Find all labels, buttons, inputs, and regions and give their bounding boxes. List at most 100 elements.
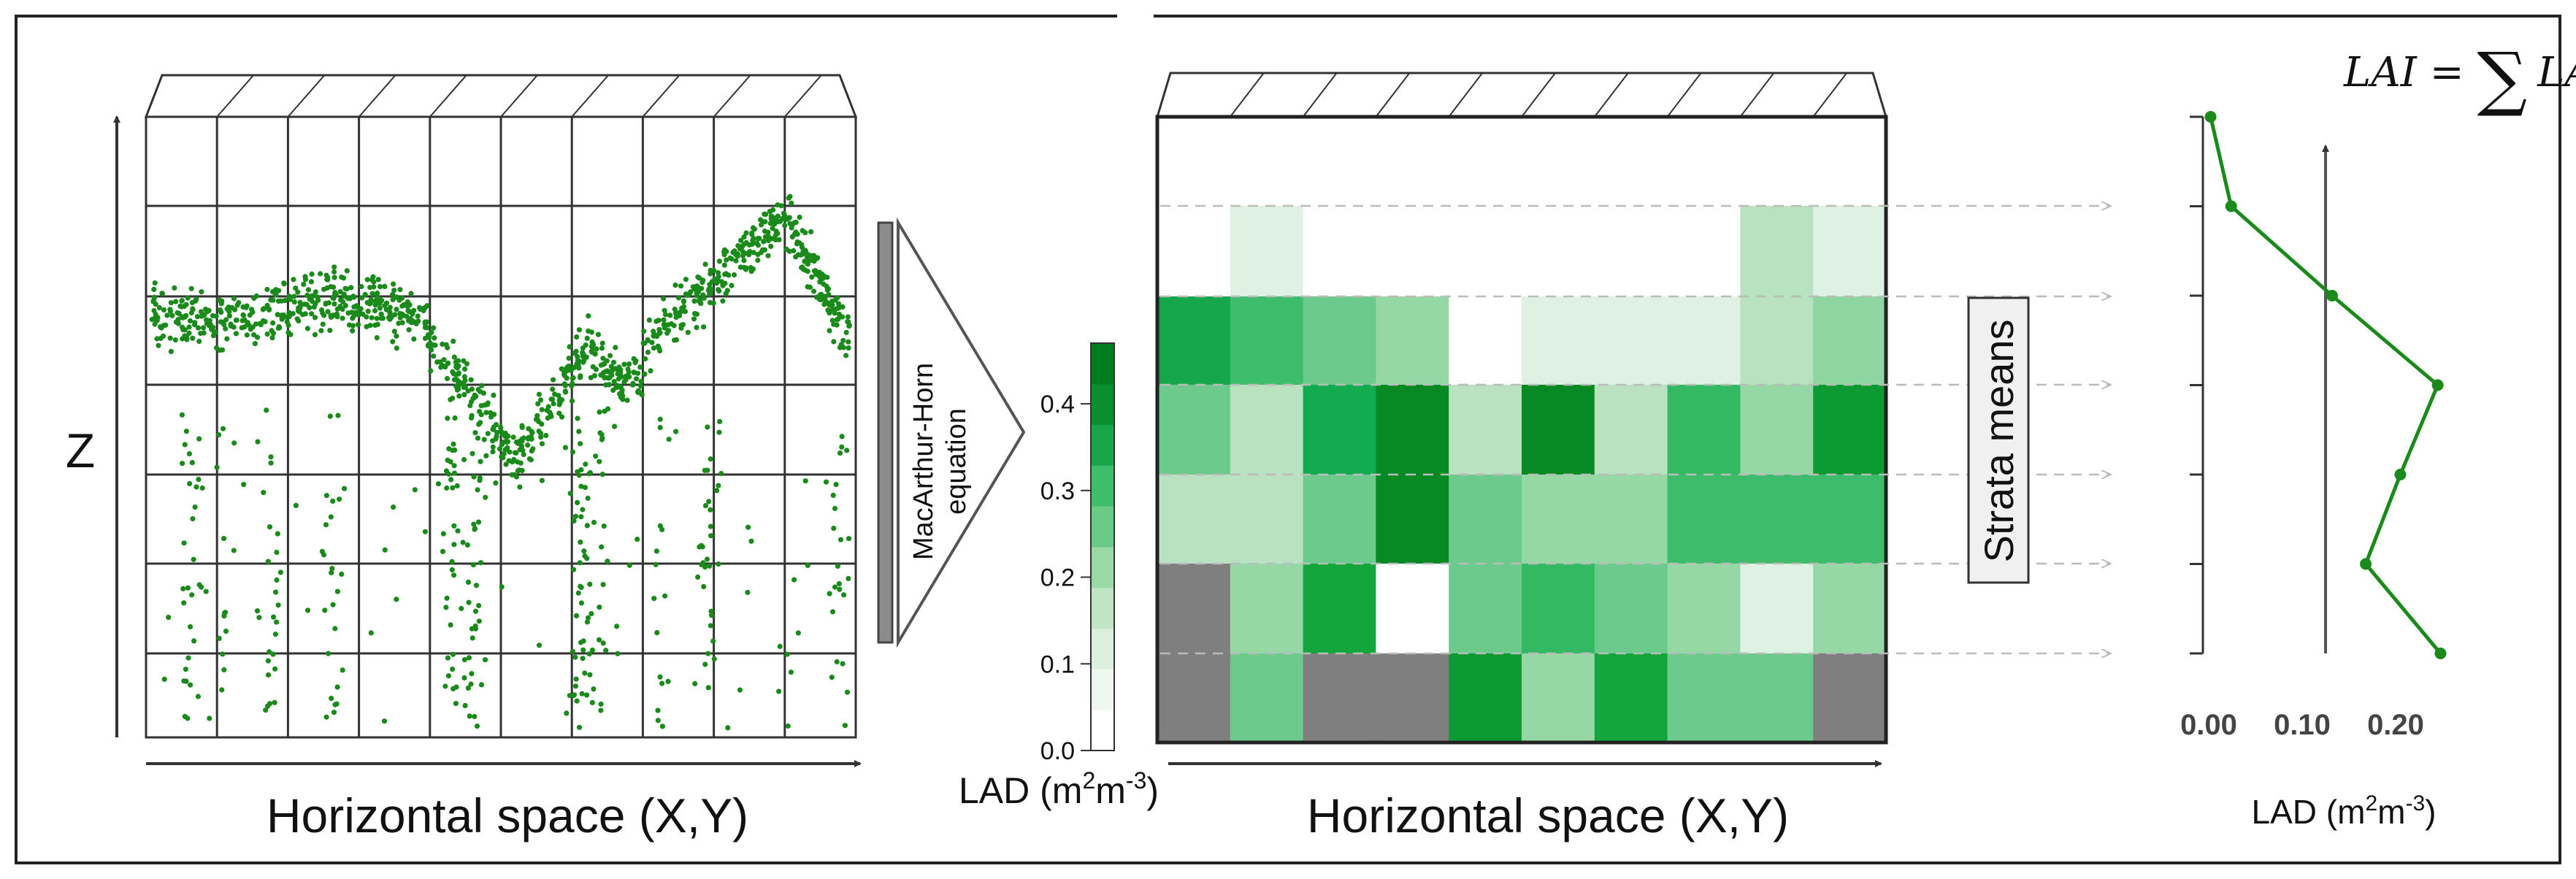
lidar-point — [840, 337, 846, 343]
lidar-point — [815, 255, 821, 261]
lidar-point — [598, 701, 604, 707]
lidar-point — [210, 333, 216, 339]
lidar-point — [711, 656, 717, 662]
lidar-point — [643, 356, 648, 362]
lidar-point — [481, 437, 487, 442]
lidar-point — [575, 362, 581, 368]
lidar-point — [750, 237, 756, 243]
lidar-point — [475, 487, 480, 493]
profile-x-tick-label: 0.10 — [2274, 709, 2331, 741]
lidar-point — [737, 264, 743, 270]
lidar-point — [822, 297, 828, 303]
strata-mean-point — [2225, 200, 2237, 212]
heatmap-cell — [1376, 564, 1449, 654]
lidar-point — [655, 707, 661, 713]
lidar-point — [466, 599, 472, 605]
lidar-point — [359, 283, 364, 290]
lidar-point — [589, 699, 595, 706]
lidar-point — [633, 376, 640, 382]
lidar-point — [580, 345, 586, 351]
lidar-point — [422, 324, 429, 331]
lidar-point — [608, 364, 614, 369]
lidar-point — [198, 309, 204, 315]
lidar-point — [784, 651, 790, 657]
lidar-point — [642, 371, 648, 377]
lidar-point — [581, 548, 587, 554]
arrow-shape — [897, 217, 1026, 648]
lidar-point — [278, 312, 284, 318]
lidar-point — [462, 702, 468, 709]
lidar-point — [278, 298, 284, 304]
lidar-point — [167, 308, 174, 315]
lidar-point — [265, 703, 271, 709]
lidar-point — [839, 434, 845, 440]
lidar-point — [305, 287, 312, 293]
lidar-point — [564, 375, 570, 381]
lidar-point — [710, 638, 716, 644]
lidar-point — [662, 593, 668, 599]
lidar-point — [716, 258, 723, 264]
lidar-point — [460, 540, 466, 545]
lidar-point — [216, 432, 222, 438]
lidar-point — [377, 284, 383, 290]
lidar-point — [446, 446, 452, 452]
lidar-point — [425, 343, 432, 349]
lidar-point — [843, 329, 849, 335]
lidar-point — [244, 332, 250, 338]
lidar-point — [401, 302, 407, 307]
lidar-point — [618, 384, 624, 390]
lidar-point — [394, 596, 399, 602]
lidar-point — [405, 299, 411, 305]
lidar-point — [378, 311, 384, 317]
lidar-point — [220, 426, 226, 431]
lidar-point — [273, 287, 279, 293]
lidar-point — [708, 533, 714, 539]
lidar-point — [461, 457, 467, 463]
lidar-point — [192, 504, 198, 510]
colorbar-step — [1091, 547, 1114, 588]
lidar-point — [233, 318, 239, 323]
lidar-point — [390, 339, 396, 345]
lidar-point — [297, 299, 303, 305]
lidar-point — [324, 285, 330, 291]
lidar-point — [589, 329, 595, 335]
middle-top-line — [1739, 72, 1775, 118]
lidar-point — [461, 392, 467, 398]
lidar-point — [191, 556, 196, 562]
lidar-point — [599, 340, 605, 346]
lidar-point — [285, 329, 291, 335]
lidar-point — [599, 435, 605, 441]
lidar-point — [716, 429, 722, 435]
lidar-point — [589, 648, 596, 653]
heatmap-cell — [1230, 296, 1304, 385]
heatmap-cell — [1740, 296, 1814, 385]
lidar-point — [770, 220, 775, 226]
lidar-point — [399, 295, 405, 301]
lidar-point — [721, 262, 727, 268]
lidar-point — [584, 335, 590, 341]
lidar-point — [483, 410, 489, 415]
lidar-point — [267, 649, 272, 655]
lidar-point — [161, 307, 167, 313]
lidar-point — [311, 293, 317, 299]
lidar-point — [715, 270, 721, 276]
lidar-point — [451, 463, 457, 469]
lidar-point — [645, 349, 651, 356]
lidar-point — [445, 415, 451, 421]
heatmap-cell — [1813, 475, 1887, 564]
lidar-point — [536, 391, 543, 397]
lidar-point — [372, 308, 378, 314]
lidar-point — [539, 477, 545, 483]
lidar-point — [186, 451, 192, 457]
lidar-point — [845, 314, 851, 320]
lidar-point — [521, 452, 526, 458]
lidar-point — [325, 277, 331, 283]
lidar-point — [690, 284, 696, 290]
lidar-point — [375, 277, 381, 283]
lidar-point — [578, 600, 585, 606]
heatmap-cell — [1522, 475, 1595, 564]
lidar-point — [304, 326, 310, 331]
lidar-point — [525, 442, 531, 448]
lidar-point — [356, 312, 361, 318]
lidar-point — [329, 696, 334, 702]
